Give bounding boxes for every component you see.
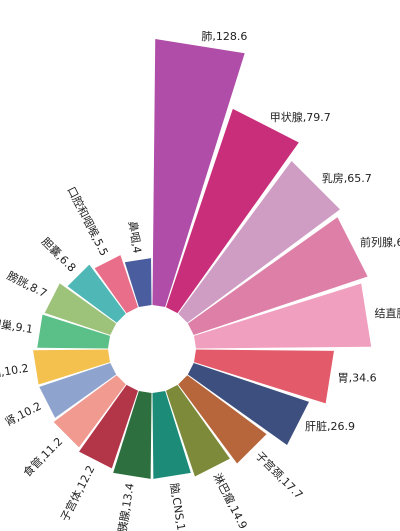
bar-label-5: 结直肠,55.8 [374,306,400,320]
bar-label-20: 鼻咽,4 [126,220,145,254]
bar-label-12: 子宫体,12.2 [57,463,97,524]
bar-13 [53,375,126,448]
bar-20 [124,258,152,308]
bar-label-9: 淋巴瘤,14.9 [210,471,250,531]
bar-label-11: 胰腺,13.4 [115,482,137,531]
bar-label-3: 乳房,65.7 [322,172,372,185]
bar-label-17: 膀胱,8.7 [5,268,50,300]
bar-label-10: 脑,CNS,13.4 [167,482,190,531]
bar-label-13: 食管,11.2 [20,434,65,479]
bar-label-15: 白血病,10.2 [0,361,30,384]
bar-label-18: 胆囊,6.8 [39,234,79,274]
bar-1 [152,39,245,308]
bar-12 [79,384,138,469]
bar-11 [113,390,152,479]
bar-3 [178,161,340,323]
bar-label-1: 肺,128.6 [201,30,247,43]
bar-14 [39,363,117,418]
bar-6 [193,349,334,404]
bar-label-8: 子宫颈,17.7 [253,448,306,501]
bar-label-16: 卵巢,9.1 [0,316,34,336]
bar-8 [178,375,267,464]
bar-16 [37,314,111,349]
bar-7 [187,363,309,445]
bar-15 [33,349,111,385]
bar-4 [187,217,368,335]
bar-9 [166,384,230,477]
bar-label-6: 胃,34.6 [338,371,377,384]
bar-10 [152,390,191,479]
bar-2 [166,108,299,314]
bar-label-7: 肝脏,26.9 [305,420,355,433]
bar-18 [67,264,126,323]
bar-19 [94,255,138,314]
bar-label-19: 口腔和咽喉,5.5 [64,184,111,258]
bar-17 [44,283,117,335]
bar-5 [193,283,372,349]
bar-label-14: 肾,10.2 [3,399,44,428]
bar-label-4: 前列腺,61.2 [360,235,400,249]
center-hole [110,307,194,391]
bar-label-2: 甲状腺,79.7 [270,110,331,124]
